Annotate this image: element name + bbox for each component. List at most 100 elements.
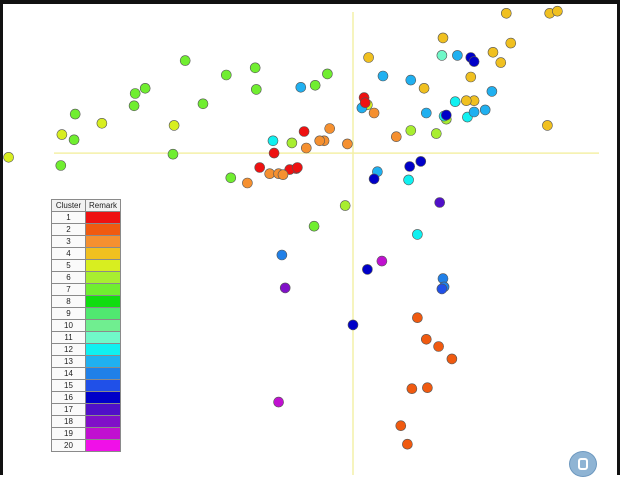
legend-color-swatch [85,223,121,236]
data-point[interactable] [368,173,380,185]
data-point[interactable] [436,50,448,61]
data-point[interactable] [440,109,452,121]
legend-row: 7 [51,283,121,296]
legend-row: 12 [51,343,121,356]
data-point[interactable] [167,148,179,160]
data-point[interactable] [279,282,291,294]
data-point[interactable] [495,57,507,68]
data-point[interactable] [479,104,491,116]
data-point[interactable] [249,62,261,74]
data-point[interactable] [339,200,351,211]
data-point[interactable] [197,98,209,110]
data-point[interactable] [395,420,407,432]
data-point[interactable] [430,128,442,139]
data-point[interactable] [55,160,67,171]
data-point[interactable] [342,138,353,150]
cluster-legend: Cluster Remark 1 2 3 4 5 6 7 8 9 10 11 12 13 14 15 16 17… [51,199,121,452]
data-point[interactable] [420,107,432,119]
data-point[interactable] [390,131,402,142]
data-point[interactable] [542,120,553,131]
legend-cluster-number: 20 [51,439,86,452]
data-point[interactable] [268,147,280,159]
legend-header-cluster: Cluster [51,199,86,212]
data-point[interactable] [56,129,68,140]
data-point[interactable] [433,341,444,352]
legend-row: 3 [51,235,121,248]
data-point[interactable] [377,70,389,82]
data-point[interactable] [437,32,449,44]
data-point[interactable] [276,249,288,261]
data-point[interactable] [460,95,472,106]
data-point[interactable] [486,86,498,97]
data-point[interactable] [402,438,413,450]
data-point[interactable] [322,68,333,80]
data-point[interactable] [68,134,80,146]
data-point[interactable] [500,8,512,19]
data-point[interactable] [314,135,326,147]
data-point[interactable] [273,396,284,408]
data-point[interactable] [415,156,427,167]
data-point[interactable] [286,137,298,149]
data-point[interactable] [251,84,262,95]
legend-color-swatch [85,283,121,296]
data-point[interactable] [96,118,108,129]
data-point[interactable] [292,162,303,173]
data-point[interactable] [449,96,461,107]
legend-color-swatch [85,247,121,260]
data-point[interactable] [221,69,232,81]
legend-row: 6 [51,271,121,284]
data-point[interactable] [295,82,307,93]
data-point[interactable] [405,74,417,86]
legend-cluster-number: 18 [51,415,86,428]
legend-color-swatch [85,259,121,272]
data-point[interactable] [139,83,151,94]
data-point[interactable] [242,177,253,189]
data-point[interactable] [363,52,374,63]
data-point[interactable] [277,169,289,180]
data-point[interactable] [420,333,432,345]
legend-row: 18 [51,415,121,428]
data-point[interactable] [446,353,458,365]
data-point[interactable] [403,174,414,186]
data-point[interactable] [412,312,423,324]
data-point[interactable] [434,197,446,208]
legend-cluster-number: 5 [51,259,86,272]
data-point[interactable] [359,97,371,108]
data-point[interactable] [225,172,237,184]
data-point[interactable] [324,123,336,134]
data-point[interactable] [368,107,380,119]
data-point[interactable] [3,152,14,163]
data-point[interactable] [347,319,359,331]
data-point[interactable] [128,100,140,112]
data-point[interactable] [264,168,276,179]
data-point[interactable] [298,126,310,137]
data-point[interactable] [468,56,480,67]
data-point[interactable] [309,80,321,91]
data-point[interactable] [465,71,477,83]
data-point[interactable] [418,83,430,94]
data-point[interactable] [405,125,417,136]
data-point[interactable] [308,220,320,232]
data-point[interactable] [376,255,388,267]
data-point[interactable] [422,382,433,394]
data-point[interactable] [436,283,448,295]
data-point[interactable] [267,135,279,147]
data-point[interactable] [505,37,517,49]
data-point[interactable] [404,161,416,172]
data-point[interactable] [129,88,141,99]
data-point[interactable] [406,383,418,395]
data-point[interactable] [168,120,180,131]
data-point[interactable] [254,162,266,173]
scatter-plot[interactable] [3,4,617,475]
data-point[interactable] [179,55,191,66]
data-point[interactable] [69,108,81,120]
data-point[interactable] [468,106,480,118]
data-point[interactable] [300,142,312,154]
data-point[interactable] [452,50,463,61]
data-point[interactable] [362,264,373,275]
data-point[interactable] [552,5,563,17]
app-logo-icon[interactable] [569,451,597,477]
data-point[interactable] [412,229,423,240]
data-point[interactable] [487,46,499,58]
